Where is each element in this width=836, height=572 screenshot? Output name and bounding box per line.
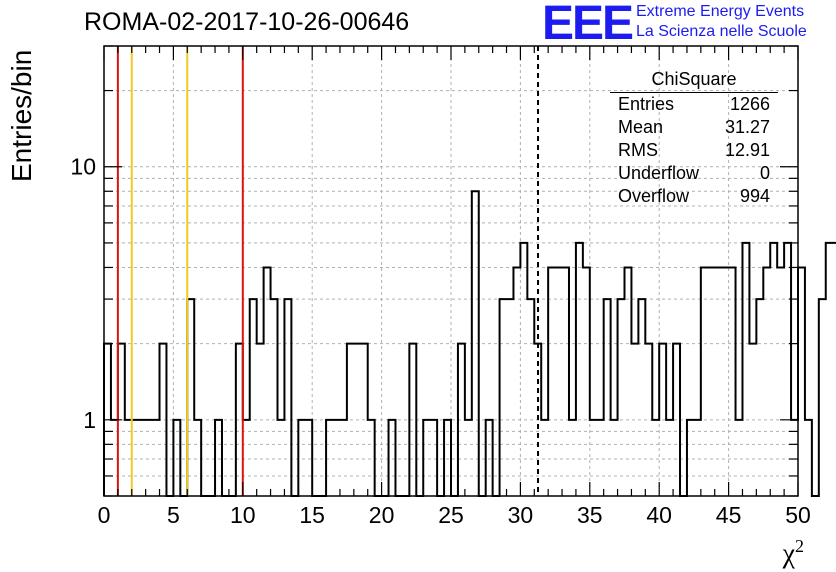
x-tick-label: 50 xyxy=(785,502,811,528)
stats-label: RMS xyxy=(618,140,658,160)
x-tick-label: 10 xyxy=(230,502,256,528)
stats-row: Underflow 0 xyxy=(610,162,778,185)
eee-logo-mark: EEE xyxy=(542,0,634,50)
stats-value: 0 xyxy=(759,163,770,183)
stats-row: Mean 31.27 xyxy=(610,116,778,139)
x-axis-label-base: χ xyxy=(782,538,795,569)
x-tick-label: 0 xyxy=(98,502,111,528)
x-tick-label: 45 xyxy=(716,502,742,528)
y-tick-label: 1 xyxy=(83,407,96,433)
logo-line-1: Extreme Energy Events xyxy=(636,3,805,20)
x-tick-label: 25 xyxy=(438,502,464,528)
stats-box: ChiSquare Entries 1266 Mean 31.27 RMS 12.91… xyxy=(610,68,778,208)
eee-logo-text: Extreme Energy Events La Scienza nelle S… xyxy=(636,2,807,42)
x-axis-label-sup: 2 xyxy=(795,535,804,556)
logo-line-2: La Scienza nelle Scuole xyxy=(636,23,807,40)
stats-title: ChiSquare xyxy=(610,68,778,93)
histogram-steps xyxy=(103,190,836,497)
x-tick-label: 15 xyxy=(299,502,325,528)
stats-row: Overflow 994 xyxy=(610,185,778,208)
stats-label: Overflow xyxy=(618,186,690,206)
x-tick-label: 40 xyxy=(646,502,672,528)
stats-label: Entries xyxy=(618,94,675,114)
stats-row: RMS 12.91 xyxy=(610,139,778,162)
stats-value: 12.91 xyxy=(724,140,770,160)
y-tick-label: 10 xyxy=(70,154,96,180)
stats-label: Mean xyxy=(618,117,664,137)
plot-title: ROMA-02-2017-10-26-00646 xyxy=(84,8,410,36)
x-tick-label: 5 xyxy=(167,502,180,528)
stats-value: 994 xyxy=(739,186,770,206)
stats-value: 1266 xyxy=(729,94,770,114)
x-tick-label: 30 xyxy=(508,502,534,528)
x-tick-label: 35 xyxy=(577,502,603,528)
x-axis-label: χ2 xyxy=(783,536,804,570)
stats-label: Underflow xyxy=(618,163,700,183)
stats-row: Entries 1266 xyxy=(610,93,778,116)
stats-value: 31.27 xyxy=(724,117,770,137)
x-tick-label: 20 xyxy=(369,502,395,528)
